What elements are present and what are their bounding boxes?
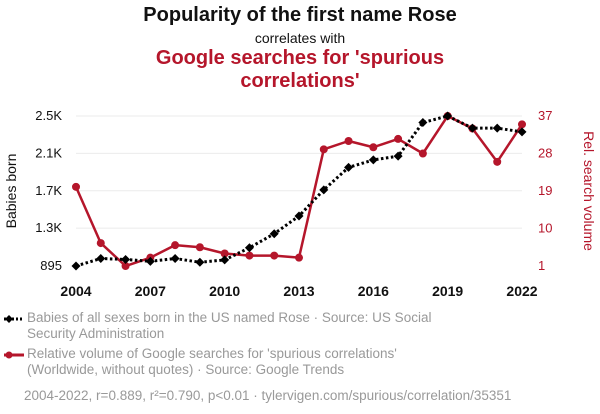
- data-point-babies: [368, 155, 378, 165]
- chart-second-title: Google searches for 'spurious correlatio…: [155, 47, 445, 92]
- x-axis-tick-label: 2013: [283, 283, 314, 299]
- data-point-searches: [171, 241, 180, 250]
- legend-swatch-babies: [4, 315, 24, 323]
- data-point-babies: [195, 257, 205, 267]
- right-axis-tick-label: 28: [538, 146, 552, 161]
- legend-label-searches: Relative volume of Google searches for '…: [27, 346, 397, 377]
- data-point-babies: [269, 229, 279, 239]
- data-point-babies: [220, 255, 230, 265]
- legend-swatch-searches: [4, 351, 24, 359]
- data-point-searches: [270, 251, 279, 260]
- x-axis-tick-label: 2004: [60, 283, 91, 299]
- chart-title: Popularity of the first name Rose: [143, 4, 457, 26]
- x-axis-tick-label: 2019: [432, 283, 463, 299]
- data-point-searches: [195, 243, 204, 252]
- data-point-searches: [245, 251, 254, 260]
- legend-item-babies: Babies of all sexes born in the US named…: [4, 310, 454, 342]
- left-axis-tick-label: 2.1K: [35, 145, 62, 160]
- left-axis-tick-label: 1.7K: [35, 183, 62, 198]
- data-point-babies: [517, 127, 527, 137]
- data-point-babies: [145, 256, 155, 266]
- data-point-searches: [369, 143, 378, 152]
- data-point-searches: [418, 149, 427, 158]
- left-axis-tick-label: 895: [40, 258, 62, 273]
- right-axis-tick-label: 19: [538, 183, 552, 198]
- right-axis-tick-label: 37: [538, 108, 552, 123]
- data-point-babies: [96, 254, 106, 264]
- left-axis-tick-label: 1.3K: [35, 220, 62, 235]
- data-point-searches: [394, 134, 403, 143]
- data-point-babies: [294, 211, 304, 221]
- data-point-searches: [72, 182, 80, 191]
- data-point-searches: [121, 262, 130, 270]
- data-point-babies: [492, 123, 502, 133]
- data-point-babies: [71, 261, 81, 271]
- data-point-babies: [170, 254, 180, 264]
- data-point-searches: [493, 157, 502, 166]
- x-axis-tick-label: 2010: [209, 283, 240, 299]
- data-point-babies: [244, 243, 254, 253]
- data-point-babies: [418, 118, 428, 128]
- data-point-searches: [220, 249, 229, 258]
- right-axis-tick-label: 10: [538, 221, 552, 236]
- legend-item-searches: Relative volume of Google searches for '…: [4, 346, 454, 378]
- x-axis-tick-label: 2007: [135, 283, 166, 299]
- data-point-searches: [96, 239, 105, 248]
- chart-footer: 2004-2022, r=0.889, r²=0.790, p<0.01 · t…: [24, 388, 512, 403]
- chart-subtitle: correlates with: [254, 30, 346, 46]
- x-axis-tick-label: 2016: [358, 283, 389, 299]
- data-point-babies: [393, 151, 403, 161]
- x-axis-tick-label: 2022: [506, 283, 537, 299]
- data-point-searches: [518, 120, 526, 129]
- left-axis-tick-label: 2.5K: [35, 108, 62, 123]
- legend-label-babies: Babies of all sexes born in the US named…: [27, 310, 432, 341]
- right-axis-label: Rel. search volume: [581, 131, 597, 251]
- data-point-babies: [121, 254, 131, 264]
- right-axis-tick-label: 1: [538, 258, 545, 273]
- data-point-searches: [344, 137, 353, 145]
- data-point-babies: [443, 111, 453, 121]
- data-point-searches: [319, 145, 328, 154]
- left-axis-label: Babies born: [3, 154, 19, 229]
- data-point-babies: [467, 123, 477, 133]
- data-point-searches: [295, 253, 303, 262]
- data-point-babies: [344, 162, 354, 172]
- data-point-babies: [319, 185, 329, 195]
